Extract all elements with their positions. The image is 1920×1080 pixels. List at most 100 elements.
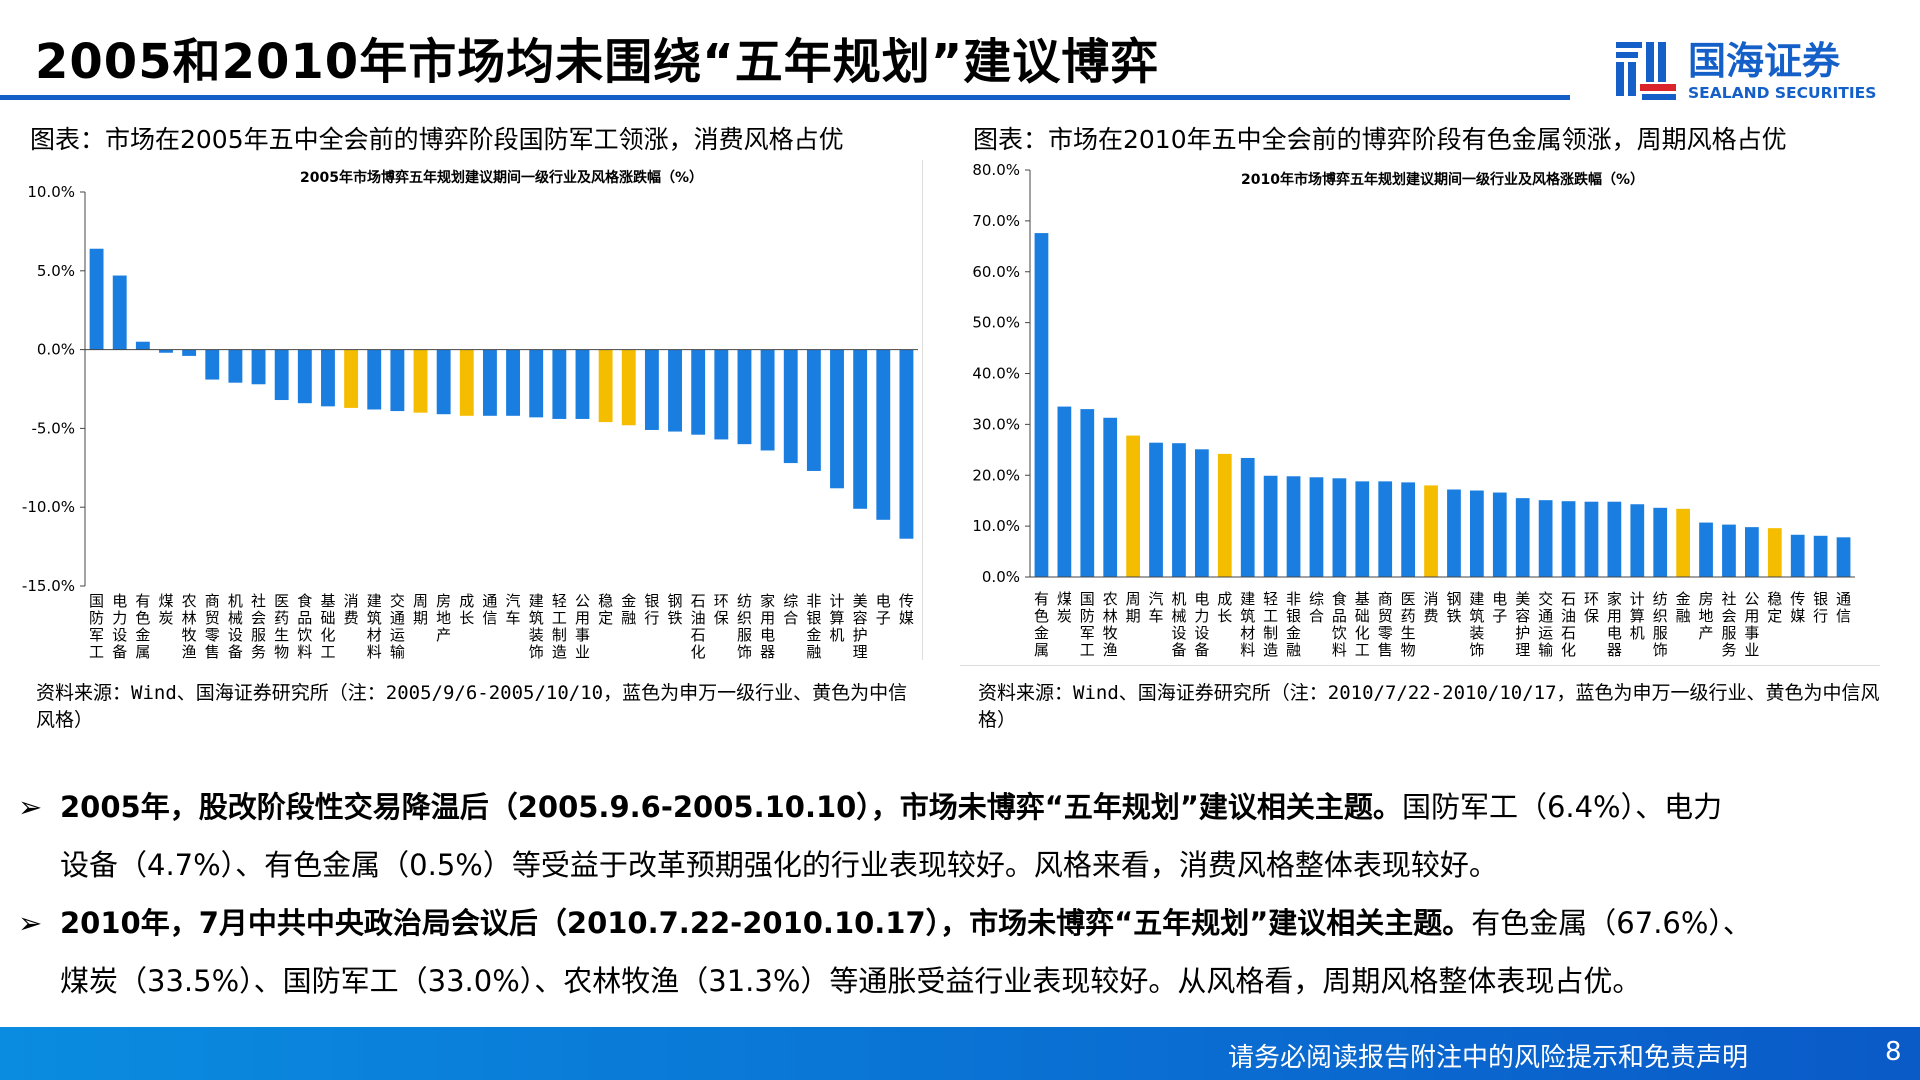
bar bbox=[1745, 527, 1759, 577]
right-source-note: 资料来源：Wind、国海证券研究所（注：2010/7/22-2010/10/17… bbox=[978, 682, 1880, 731]
bar bbox=[691, 349, 706, 435]
bar bbox=[1607, 501, 1622, 577]
x-tick-label: 交通运输 bbox=[390, 592, 405, 661]
x-tick-label: 非银金融 bbox=[1286, 590, 1301, 659]
right-chart-subtitle: 图表：市场在2010年五中全会前的博弈阶段有色金属领涨，周期风格占优 bbox=[973, 125, 1787, 154]
disclaimer-link[interactable]: 请务必阅读报告附注中的风险提示和免责声明 bbox=[1228, 1043, 1749, 1073]
x-tick-label: 农林牧渔 bbox=[182, 592, 197, 661]
y-tick-label: 10.0% bbox=[972, 517, 1020, 535]
x-tick-label: 有色金属 bbox=[1034, 590, 1049, 659]
bullet-bold: 2005年，股改阶段性交易降温后（2005.9.6-2005.10.10），市场… bbox=[60, 790, 1402, 824]
x-tick-label: 计算机 bbox=[830, 592, 845, 644]
x-tick-label: 汽车 bbox=[1149, 590, 1164, 625]
bar bbox=[1217, 453, 1232, 577]
bar bbox=[1470, 490, 1484, 577]
y-tick-label: 5.0% bbox=[37, 262, 75, 280]
chart-2010: 2010年市场博弈五年规划建议期间一级行业及风格涨跌幅（%） 80.0% 70.0%… bbox=[972, 161, 1855, 659]
bar bbox=[1126, 435, 1140, 577]
arrow-bullet-icon: ➢ bbox=[18, 906, 43, 940]
bar bbox=[529, 349, 544, 418]
y-tick-label: 10.0% bbox=[27, 183, 75, 201]
bar bbox=[321, 349, 335, 407]
bar bbox=[1057, 406, 1072, 577]
y-tick-label: -15.0% bbox=[22, 577, 75, 595]
bar bbox=[251, 349, 266, 385]
bar bbox=[1034, 233, 1049, 577]
y-tick-label: 0.0% bbox=[37, 341, 75, 359]
x-tick-label: 纺织服饰 bbox=[1653, 590, 1668, 659]
x-tick-label: 公用事业 bbox=[575, 592, 590, 661]
page-title: 2005和2010年市场均未围绕“五年规划”建议博弈 bbox=[35, 34, 1160, 90]
logo-cn: 国海证券 bbox=[1688, 39, 1841, 83]
x-tick-label: 通信 bbox=[1836, 590, 1851, 625]
bar bbox=[436, 349, 451, 415]
y-tick-label: 80.0% bbox=[972, 161, 1020, 179]
y-tick-label: 60.0% bbox=[972, 263, 1020, 281]
bar bbox=[274, 349, 289, 401]
bar bbox=[1424, 485, 1438, 577]
bar bbox=[806, 349, 821, 471]
x-tick-label: 基础化工 bbox=[320, 592, 335, 661]
x-tick-label: 成长 bbox=[459, 592, 474, 627]
x-tick-label: 建筑装饰 bbox=[529, 592, 544, 661]
x-tick-label: 电子 bbox=[876, 592, 891, 627]
x-tick-label: 成长 bbox=[1217, 590, 1232, 625]
bar bbox=[506, 349, 521, 416]
x-tick-label: 美容护理 bbox=[853, 592, 868, 661]
bar bbox=[644, 349, 659, 430]
bar bbox=[1195, 449, 1209, 577]
y-tick-label: 0.0% bbox=[982, 568, 1020, 586]
bar bbox=[876, 349, 891, 520]
x-tick-label: 非银金融 bbox=[806, 592, 821, 661]
x-tick-label: 环保 bbox=[714, 592, 729, 627]
bar bbox=[1080, 409, 1095, 577]
x-tick-label: 房地产 bbox=[436, 592, 451, 644]
x-tick-label: 稳定 bbox=[1767, 590, 1782, 625]
bar bbox=[89, 248, 104, 350]
bar bbox=[159, 349, 173, 353]
x-tick-label: 电子 bbox=[1492, 590, 1507, 625]
x-tick-label: 周期 bbox=[1126, 590, 1141, 625]
bullet-2005: ➢ 2005年，股改阶段性交易降温后（2005.9.6-2005.10.10），市… bbox=[18, 778, 1898, 894]
x-tick-label: 计算机 bbox=[1630, 590, 1645, 642]
x-tick-label: 机械设备 bbox=[228, 592, 243, 661]
x-tick-label: 综合 bbox=[1309, 590, 1324, 625]
x-tick-label: 社会服务 bbox=[1721, 590, 1736, 659]
x-tick-label: 煤炭 bbox=[1057, 590, 1072, 625]
bar bbox=[783, 349, 798, 464]
x-tick-label: 商贸零售 bbox=[1378, 590, 1393, 659]
x-tick-label: 社会服务 bbox=[251, 592, 266, 661]
bar bbox=[1309, 477, 1324, 577]
bar bbox=[1515, 498, 1530, 577]
x-tick-label: 食品饮料 bbox=[1332, 590, 1347, 659]
x-tick-label: 医药生物 bbox=[1401, 590, 1416, 659]
bar bbox=[1447, 489, 1461, 577]
x-tick-label: 房地产 bbox=[1699, 590, 1714, 642]
bar bbox=[1676, 508, 1690, 577]
bar bbox=[1561, 501, 1576, 577]
bar bbox=[1790, 534, 1805, 577]
bar bbox=[575, 349, 590, 419]
bar bbox=[1584, 501, 1599, 577]
bar bbox=[367, 349, 382, 410]
bar bbox=[1813, 535, 1828, 577]
bar bbox=[1332, 478, 1347, 577]
x-tick-label: 建筑材料 bbox=[1240, 590, 1255, 659]
x-tick-label: 通信 bbox=[482, 592, 497, 627]
y-tick-label: 40.0% bbox=[972, 365, 1020, 383]
x-tick-label: 金融 bbox=[1676, 590, 1691, 625]
sealand-logo: 国海证券 SEALAND SECURITIES bbox=[1616, 39, 1876, 102]
bar bbox=[413, 349, 428, 413]
bar bbox=[482, 349, 497, 416]
bar bbox=[1240, 457, 1255, 577]
y-tick-label: 70.0% bbox=[972, 212, 1020, 230]
x-tick-label: 家用电器 bbox=[760, 592, 775, 661]
bar bbox=[459, 349, 474, 416]
bar bbox=[899, 349, 914, 539]
x-tick-label: 消费 bbox=[1424, 590, 1439, 625]
x-tick-label: 汽车 bbox=[506, 592, 521, 627]
x-tick-label: 食品饮料 bbox=[297, 592, 312, 661]
x-tick-label: 稳定 bbox=[598, 592, 613, 627]
y-tick-label: 50.0% bbox=[972, 314, 1020, 332]
bar bbox=[552, 349, 567, 419]
